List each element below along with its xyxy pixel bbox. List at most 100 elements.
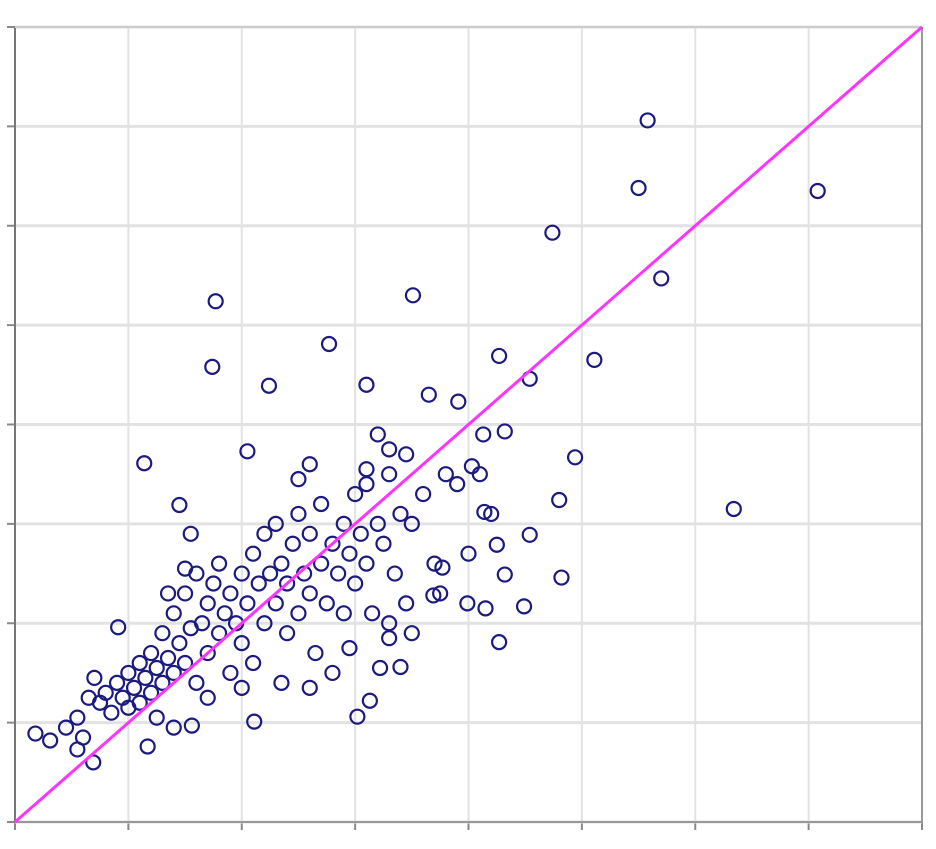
point [256, 615, 273, 632]
point [284, 535, 301, 552]
point [290, 505, 307, 523]
point [483, 505, 500, 523]
point [551, 491, 568, 509]
point [273, 674, 290, 691]
point [496, 423, 513, 440]
point [341, 639, 358, 657]
point [330, 565, 347, 582]
point [97, 684, 114, 701]
point [159, 649, 177, 667]
point [69, 709, 86, 726]
point [335, 605, 352, 622]
point [233, 635, 250, 652]
point [183, 717, 200, 734]
point [307, 644, 324, 662]
point [381, 441, 398, 458]
point [515, 598, 533, 615]
point [148, 709, 165, 726]
point [488, 536, 505, 553]
point [432, 585, 449, 602]
point [630, 179, 647, 197]
point [358, 376, 375, 393]
point [434, 559, 451, 576]
point [369, 515, 386, 532]
point [369, 426, 386, 443]
point [244, 545, 262, 562]
point [358, 555, 375, 572]
point [403, 515, 420, 532]
point [165, 605, 182, 622]
point [279, 575, 296, 592]
point [188, 674, 205, 691]
point [301, 679, 318, 696]
point [182, 525, 199, 542]
point [341, 545, 358, 562]
point [80, 689, 97, 706]
point [148, 659, 165, 677]
point [491, 347, 508, 365]
point [725, 500, 742, 518]
point [460, 545, 477, 562]
point [176, 560, 194, 577]
point [125, 679, 143, 696]
point [352, 525, 369, 542]
point [449, 476, 466, 493]
point [392, 658, 409, 676]
point [207, 293, 224, 310]
point [358, 476, 375, 493]
point [386, 565, 403, 582]
point [171, 635, 188, 652]
point [553, 569, 570, 586]
point [392, 505, 409, 523]
point [463, 458, 481, 475]
point [261, 565, 279, 582]
point [239, 443, 256, 460]
point [154, 674, 171, 691]
point [176, 654, 194, 672]
point [57, 719, 75, 736]
point [222, 664, 239, 682]
point [347, 485, 364, 503]
point [476, 503, 493, 521]
point [165, 664, 182, 682]
point [347, 575, 364, 592]
point [273, 555, 290, 572]
point [233, 679, 250, 696]
point [142, 684, 160, 701]
point [361, 692, 378, 709]
point [142, 644, 160, 662]
point [216, 605, 233, 622]
point [653, 270, 670, 287]
point [176, 585, 194, 602]
point [425, 587, 442, 604]
line [14, 25, 923, 824]
point [244, 654, 262, 672]
point [358, 461, 375, 478]
point [250, 575, 267, 592]
point [324, 535, 341, 552]
point [521, 526, 538, 543]
point [371, 659, 389, 677]
point [335, 515, 352, 532]
point [475, 426, 492, 443]
point [86, 669, 103, 687]
point [74, 729, 92, 746]
point [301, 525, 318, 542]
point [320, 335, 338, 353]
point [210, 555, 228, 572]
point [398, 595, 415, 612]
point [809, 182, 826, 200]
point [318, 595, 335, 612]
point [491, 634, 508, 651]
point [398, 446, 415, 463]
point [120, 664, 137, 682]
point [290, 605, 307, 622]
point [193, 615, 211, 632]
point [136, 455, 153, 472]
point [267, 595, 284, 612]
point [27, 725, 44, 742]
point [381, 466, 398, 483]
point [364, 605, 381, 622]
point [199, 644, 216, 662]
